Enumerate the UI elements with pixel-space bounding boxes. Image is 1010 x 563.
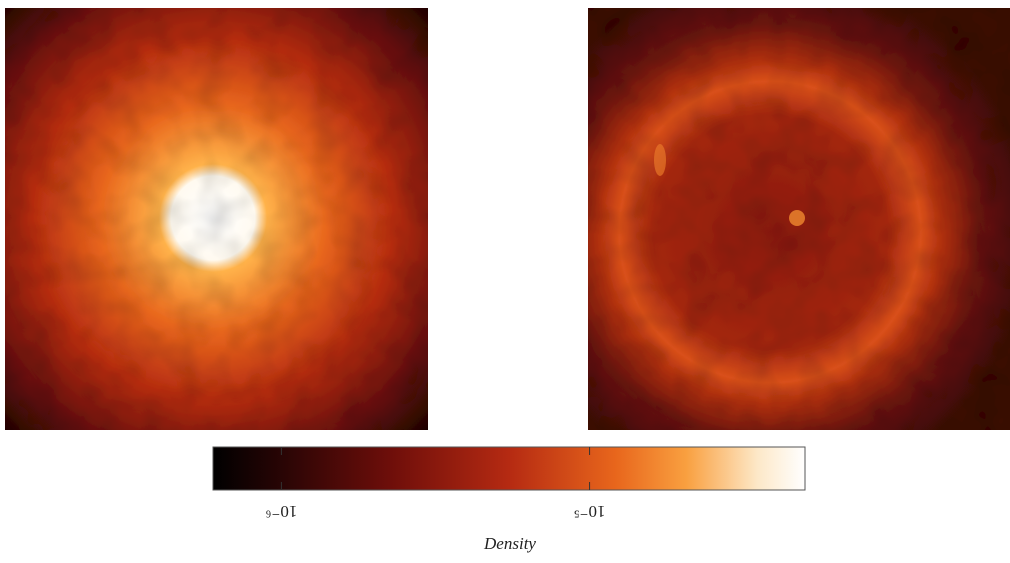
figure: Density 10⁻⁶ 10⁻⁵	[0, 0, 1010, 558]
colorbar	[213, 447, 805, 490]
density-clump	[654, 144, 666, 176]
page: {"chart_data": {"type": "colorbar", "xla…	[0, 0, 1010, 558]
tick-label: 10⁻⁶	[265, 502, 297, 521]
colorbar-label: Density	[483, 534, 536, 553]
density-map-left	[5, 8, 428, 430]
tick-label: 10⁻⁵	[574, 502, 606, 521]
density-clump	[789, 210, 805, 226]
